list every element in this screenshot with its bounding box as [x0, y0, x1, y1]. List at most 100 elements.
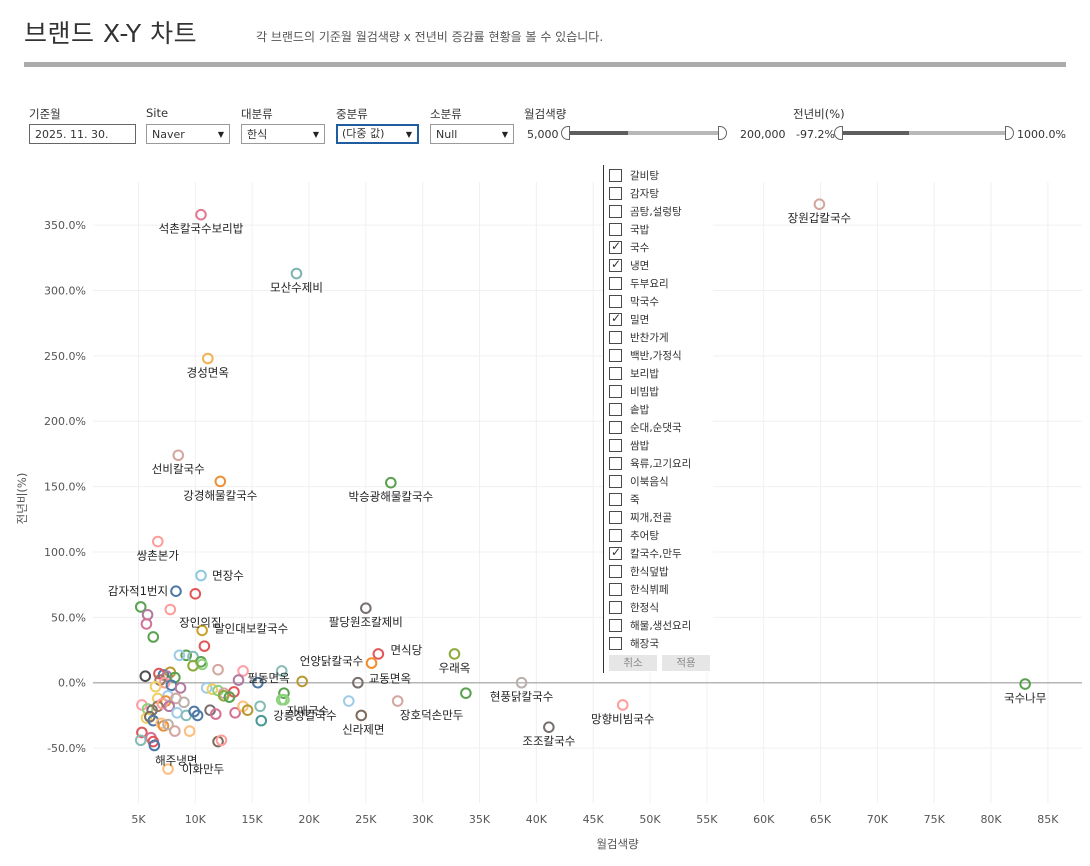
option-checkbox[interactable]: [609, 528, 622, 542]
data-point[interactable]: [206, 683, 219, 696]
site-select[interactable]: Naver ▼: [146, 124, 230, 144]
dropdown-option[interactable]: 한식덮밥: [609, 562, 669, 580]
dropdown-option[interactable]: 보리밥: [609, 364, 659, 382]
slider-min-handle[interactable]: [561, 126, 570, 140]
middle-category-select[interactable]: (다중 값) ▼: [336, 124, 419, 144]
dropdown-option[interactable]: 곰탕,설렁탕: [609, 202, 682, 220]
data-point[interactable]: [198, 640, 211, 652]
data-point[interactable]: [543, 721, 555, 733]
option-checkbox[interactable]: [609, 456, 622, 470]
minor-category-select[interactable]: Null ▼: [430, 124, 514, 144]
slider-max-handle[interactable]: [1005, 126, 1014, 140]
option-checkbox[interactable]: [609, 402, 622, 416]
option-checkbox[interactable]: [609, 510, 622, 524]
dropdown-option[interactable]: 막국수: [609, 292, 659, 310]
data-point[interactable]: [290, 267, 303, 280]
dropdown-option[interactable]: 칼국수,만두: [609, 544, 682, 562]
data-point[interactable]: [385, 476, 397, 489]
data-point[interactable]: [189, 588, 202, 600]
data-point[interactable]: [215, 734, 228, 747]
option-checkbox[interactable]: [609, 420, 622, 434]
slider-max-handle[interactable]: [718, 126, 727, 140]
data-point[interactable]: [164, 603, 177, 616]
yoy-range-slider[interactable]: [834, 126, 1014, 140]
data-point[interactable]: [200, 682, 213, 694]
dropdown-option[interactable]: 비빔밥: [609, 382, 659, 400]
data-point[interactable]: [232, 674, 245, 686]
major-category-select[interactable]: 한식 ▼: [241, 124, 325, 144]
option-checkbox[interactable]: [609, 276, 622, 290]
data-point[interactable]: [209, 708, 222, 720]
dropdown-option[interactable]: 추어탕: [609, 526, 659, 544]
option-checkbox[interactable]: [609, 492, 622, 506]
dropdown-option[interactable]: 한정식: [609, 598, 659, 616]
base-month-input[interactable]: 2025. 11. 30.: [29, 124, 136, 144]
dropdown-option[interactable]: 쌈밥: [609, 436, 649, 454]
data-point[interactable]: [252, 676, 264, 689]
data-point[interactable]: [255, 714, 268, 727]
option-checkbox[interactable]: [609, 330, 622, 344]
data-point[interactable]: [162, 763, 174, 775]
data-point[interactable]: [223, 691, 236, 703]
data-point[interactable]: [254, 700, 266, 713]
option-checkbox[interactable]: [609, 186, 622, 200]
data-point[interactable]: [191, 709, 204, 722]
option-checkbox[interactable]: [609, 618, 622, 632]
data-point[interactable]: [148, 739, 161, 752]
option-checkbox[interactable]: [609, 348, 622, 362]
data-point[interactable]: [169, 725, 181, 737]
dropdown-option[interactable]: 순대,순댓국: [609, 418, 682, 436]
data-point[interactable]: [155, 717, 168, 730]
data-point[interactable]: [296, 675, 308, 688]
dropdown-option[interactable]: 감자탕: [609, 184, 659, 202]
data-point[interactable]: [278, 687, 290, 699]
dropdown-option[interactable]: 해장국: [609, 634, 659, 652]
data-point[interactable]: [195, 569, 207, 582]
data-point[interactable]: [151, 535, 164, 548]
data-point[interactable]: [278, 693, 290, 706]
data-point[interactable]: [352, 676, 364, 689]
data-point[interactable]: [214, 475, 227, 488]
data-point[interactable]: [156, 697, 169, 710]
data-point[interactable]: [1019, 678, 1031, 690]
option-checkbox[interactable]: [609, 257, 622, 272]
data-point[interactable]: [360, 602, 372, 615]
data-point[interactable]: [134, 601, 147, 613]
option-checkbox[interactable]: [609, 222, 622, 236]
option-checkbox[interactable]: [609, 474, 622, 488]
data-point[interactable]: [162, 718, 174, 731]
dropdown-option[interactable]: 밀면: [609, 310, 649, 328]
data-point[interactable]: [229, 706, 241, 719]
option-checkbox[interactable]: [609, 366, 622, 380]
option-checkbox[interactable]: [609, 311, 622, 326]
slider-min-handle[interactable]: [834, 126, 843, 140]
option-checkbox[interactable]: [609, 438, 622, 452]
option-checkbox[interactable]: [609, 239, 622, 254]
option-checkbox[interactable]: [609, 600, 622, 614]
data-point[interactable]: [172, 449, 185, 462]
data-point[interactable]: [183, 725, 196, 737]
dropdown-option[interactable]: 갈비탕: [609, 166, 659, 184]
data-point[interactable]: [342, 695, 355, 707]
dropdown-option[interactable]: 두부요리: [609, 274, 669, 292]
data-point[interactable]: [275, 665, 288, 677]
apply-button[interactable]: 적용: [662, 655, 710, 671]
data-point[interactable]: [448, 648, 461, 660]
data-point[interactable]: [136, 726, 148, 739]
cancel-button[interactable]: 취소: [609, 655, 657, 671]
dropdown-option[interactable]: 찌개,전골: [609, 508, 672, 526]
option-checkbox[interactable]: [609, 564, 622, 578]
data-point[interactable]: [813, 198, 826, 211]
dropdown-option[interactable]: 백반,가정식: [609, 346, 682, 364]
dropdown-option[interactable]: 국밥: [609, 220, 649, 238]
data-point[interactable]: [616, 699, 629, 711]
dropdown-option[interactable]: 죽: [609, 490, 640, 508]
option-checkbox[interactable]: [609, 384, 622, 398]
dropdown-option[interactable]: 솥밥: [609, 400, 649, 418]
dropdown-option[interactable]: 국수: [609, 238, 649, 256]
option-checkbox[interactable]: [609, 294, 622, 308]
dropdown-option[interactable]: 한식뷔페: [609, 580, 669, 598]
data-point[interactable]: [217, 689, 230, 702]
data-point[interactable]: [141, 608, 154, 621]
option-checkbox[interactable]: [609, 204, 622, 218]
